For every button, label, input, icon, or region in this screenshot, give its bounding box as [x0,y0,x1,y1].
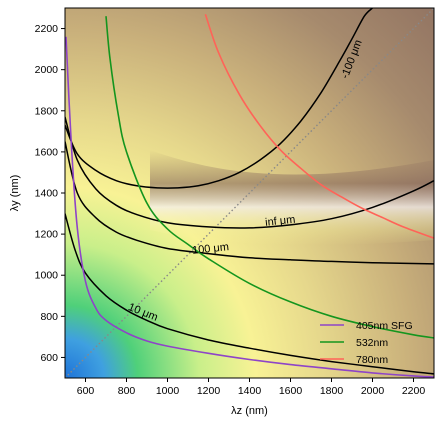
y-tick-label-7: 2000 [35,64,59,76]
contour-line-2 [65,141,434,265]
legend-label-0: 405nm SFG [356,320,413,332]
contour-label-1: inf μm [265,214,296,229]
y-axis-label: λy (nm) [9,175,21,212]
contour-line-1 [65,116,434,229]
x-tick-label-8: 2200 [402,385,426,397]
series-line-2 [204,13,434,239]
y-tick-label-0: 600 [40,352,58,364]
y-tick-label-4: 1400 [35,188,59,200]
y-tick-label-8: 2200 [35,23,59,35]
x-tick-label-1: 800 [118,385,136,397]
y-tick-label-5: 1600 [35,146,59,158]
x-tick-label-4: 1400 [238,385,262,397]
x-tick-label-6: 1800 [320,385,344,397]
contour-line-0 [65,8,374,189]
x-tick-label-5: 1600 [279,385,303,397]
lines-layer [65,8,434,378]
y-tick-label-2: 1000 [35,270,59,282]
series-line-0 [65,36,434,378]
y-tick-label-3: 1200 [35,229,59,241]
x-axis-label: λz (nm) [231,405,268,417]
x-tick-label-7: 2000 [361,385,385,397]
legend: 405nm SFG 532nm 780nm [320,320,413,366]
y-axis-ticks: 600 800 1000 1200 1400 1600 1800 2000 2200 [35,23,65,364]
y-tick-label-1: 800 [40,311,58,323]
x-tick-label-0: 600 [77,385,95,397]
legend-label-1: 532nm [356,337,388,349]
contour-label-2: 100 μm [192,241,230,257]
series-line-1 [105,16,434,339]
x-axis-ticks: 600 800 1000 1200 1400 1600 1800 2000 2200 [77,378,426,397]
contour-line-3 [65,213,434,375]
x-tick-label-3: 1200 [197,385,221,397]
legend-label-2: 780nm [356,354,388,366]
x-tick-label-2: 1000 [156,385,180,397]
diagonal-line [65,8,434,378]
y-tick-label-6: 1800 [35,105,59,117]
